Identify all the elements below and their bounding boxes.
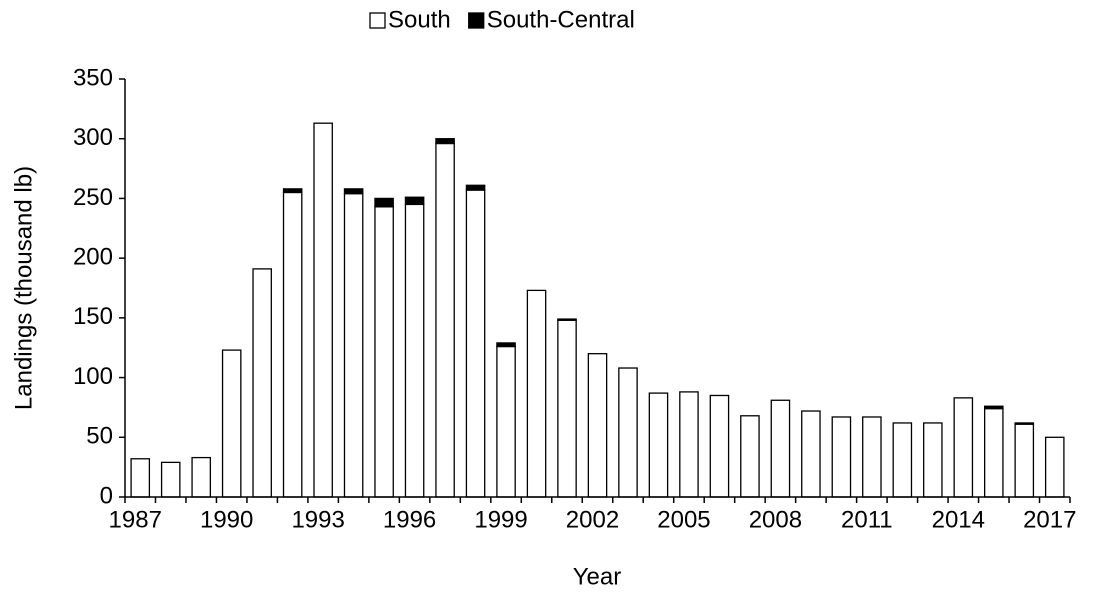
bar-segment [191,456,212,498]
y-tick-label: 100 [73,363,113,390]
bar-segment [374,206,394,498]
bar-segment [465,184,486,191]
bar-segment [953,397,974,498]
y-tick-label: 150 [73,303,113,330]
bar-segment [435,138,455,145]
bar-segment [557,319,577,498]
bar-segment [831,416,852,498]
bar-segment [770,399,791,498]
bar-segment [1044,436,1065,498]
legend-swatch [468,12,485,29]
x-axis-title: Year [573,563,622,590]
bar-segment [526,289,547,498]
bar-segment [496,345,516,498]
legend-label: South-Central [487,6,635,33]
y-tick-label: 300 [73,124,113,151]
y-tick-label: 0 [100,482,113,509]
x-tick-label: 2008 [749,506,802,533]
bar-segment [740,415,760,498]
x-tick-label: 1990 [200,506,253,533]
x-tick-label: 2011 [841,506,893,533]
bar-segment [679,391,699,498]
bar-segment [282,191,303,498]
legend-label: South [388,6,451,33]
x-tick-label: 2014 [932,506,985,533]
bar-segment [404,196,425,206]
bar-segment [983,405,1004,410]
bar-segment [709,394,730,498]
x-tick-label: 1987 [109,506,162,533]
bar-segment [282,188,303,194]
bar-segment [618,367,638,498]
y-axis-title: Landings (thousand lb) [10,166,37,410]
x-tick-label: 2017 [1023,506,1076,533]
bar-segment [374,197,394,208]
legend-swatch [369,12,386,29]
bar-segment [343,193,364,498]
bar-segment [313,122,333,498]
x-tick-label: 1993 [291,506,344,533]
x-tick-label: 1996 [383,506,436,533]
bar-segment [221,349,242,498]
bar-segment [130,458,151,498]
bar-segment [465,189,486,498]
x-tick-label: 2005 [657,506,710,533]
y-tick-label: 350 [73,64,113,91]
bar-segment [1014,423,1035,498]
bar-segment [983,407,1004,498]
y-tick-label: 250 [73,184,113,211]
bar-segment [801,410,821,498]
bar-segment [648,392,669,498]
bar-segment [343,188,364,195]
bar-segment [404,203,425,498]
bar-segment [923,422,943,498]
bar-segment [557,318,577,321]
y-tick-label: 50 [86,423,113,450]
bar-segment [862,416,882,498]
bar-segment [435,142,455,498]
bar-segment [1014,422,1035,425]
x-tick-label: 2002 [566,506,619,533]
bar-segment [160,461,181,498]
x-tick-label: 1999 [474,506,527,533]
bar-segment [892,422,913,498]
bar-segment [587,353,608,498]
y-tick-label: 200 [73,243,113,270]
bar-segment [496,342,516,348]
bar-segment [252,268,272,498]
